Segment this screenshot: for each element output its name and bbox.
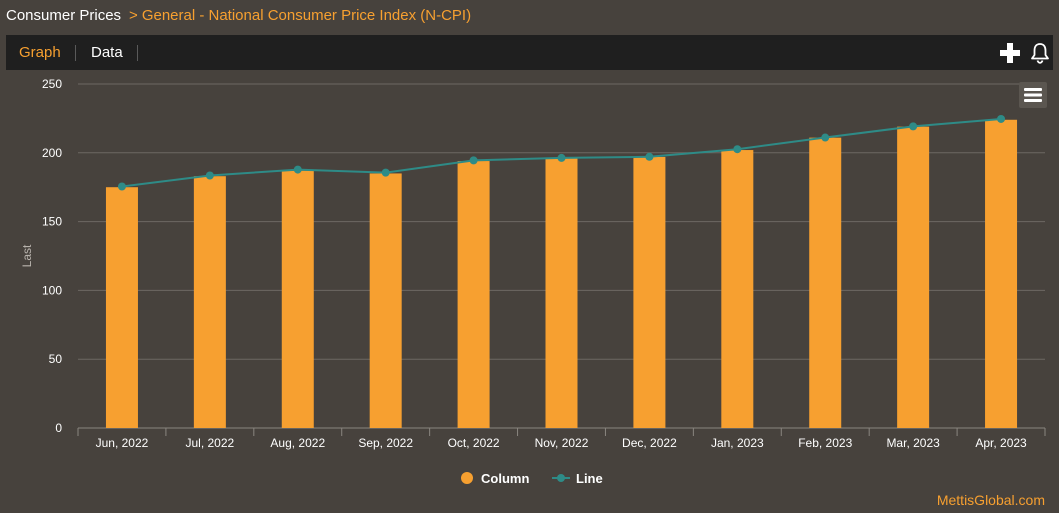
x-tick-label: Aug, 2022 bbox=[270, 436, 325, 450]
line-point bbox=[381, 168, 390, 177]
bar bbox=[193, 176, 226, 428]
bar bbox=[369, 173, 402, 428]
x-tick-label: Nov, 2022 bbox=[535, 436, 589, 450]
chart-container: 0 50 100 150 200 250 Last Jun, 2022 Jul, 2022 Aug… bbox=[0, 72, 1059, 513]
x-tick-label: Mar, 2023 bbox=[886, 436, 940, 450]
bar bbox=[633, 156, 666, 428]
line-point bbox=[117, 182, 126, 191]
line-point bbox=[645, 152, 654, 161]
legend-column-label: Column bbox=[481, 471, 529, 486]
x-tick-label: Sep, 2022 bbox=[358, 436, 413, 450]
bar bbox=[545, 158, 578, 428]
x-tick-label: Apr, 2023 bbox=[975, 436, 1027, 450]
line-point bbox=[733, 145, 742, 154]
line-point bbox=[997, 114, 1006, 123]
bar bbox=[281, 170, 314, 429]
legend-line-label: Line bbox=[576, 471, 603, 486]
line-point bbox=[557, 153, 566, 162]
x-tick-label: Jan, 2023 bbox=[711, 436, 764, 450]
bar bbox=[721, 150, 754, 428]
bar bbox=[457, 161, 490, 428]
y-tick-label: 150 bbox=[42, 215, 62, 229]
legend-line-marker bbox=[557, 474, 565, 482]
breadcrumb-separator: > bbox=[129, 7, 138, 24]
bar bbox=[105, 187, 138, 428]
breadcrumb: Consumer Prices > General - National Consu… bbox=[6, 6, 471, 26]
bar bbox=[809, 137, 842, 428]
tab-divider bbox=[137, 45, 138, 61]
x-tick-label: Jul, 2022 bbox=[186, 436, 235, 450]
bar bbox=[897, 126, 930, 428]
hamburger-icon bbox=[1024, 88, 1042, 102]
tab-graph[interactable]: Graph bbox=[19, 44, 61, 61]
tab-bar: Graph Data bbox=[6, 35, 1053, 70]
line-point bbox=[909, 122, 918, 131]
x-tick-label: Feb, 2023 bbox=[798, 436, 852, 450]
x-tick-label: Dec, 2022 bbox=[622, 436, 677, 450]
credit-link[interactable]: MettisGlobal.com bbox=[936, 492, 1045, 508]
line-point bbox=[205, 171, 214, 180]
chart-svg: 0 50 100 150 200 250 Last Jun, 2022 Jul, 2022 Aug… bbox=[20, 77, 1046, 486]
legend-column-marker bbox=[461, 472, 473, 484]
line-point bbox=[469, 156, 478, 165]
bar bbox=[985, 119, 1018, 428]
tab-data[interactable]: Data bbox=[91, 44, 123, 61]
line-point bbox=[293, 165, 302, 174]
y-tick-label: 200 bbox=[42, 146, 62, 160]
x-tick-label: Jun, 2022 bbox=[96, 436, 149, 450]
plus-icon[interactable] bbox=[998, 41, 1022, 65]
line-point bbox=[821, 133, 830, 142]
bell-icon[interactable] bbox=[1028, 41, 1052, 65]
y-tick-label: 250 bbox=[42, 77, 62, 91]
breadcrumb-current: General - National Consumer Price Index … bbox=[141, 7, 472, 24]
y-tick-label: 50 bbox=[49, 352, 63, 366]
breadcrumb-root[interactable]: Consumer Prices bbox=[6, 7, 122, 24]
y-tick-label: 0 bbox=[55, 421, 62, 435]
y-axis-label: Last bbox=[20, 244, 34, 267]
y-tick-label: 100 bbox=[42, 283, 62, 297]
chart-menu-button[interactable] bbox=[1019, 82, 1047, 108]
x-tick-label: Oct, 2022 bbox=[448, 436, 500, 450]
tab-divider bbox=[75, 45, 76, 61]
